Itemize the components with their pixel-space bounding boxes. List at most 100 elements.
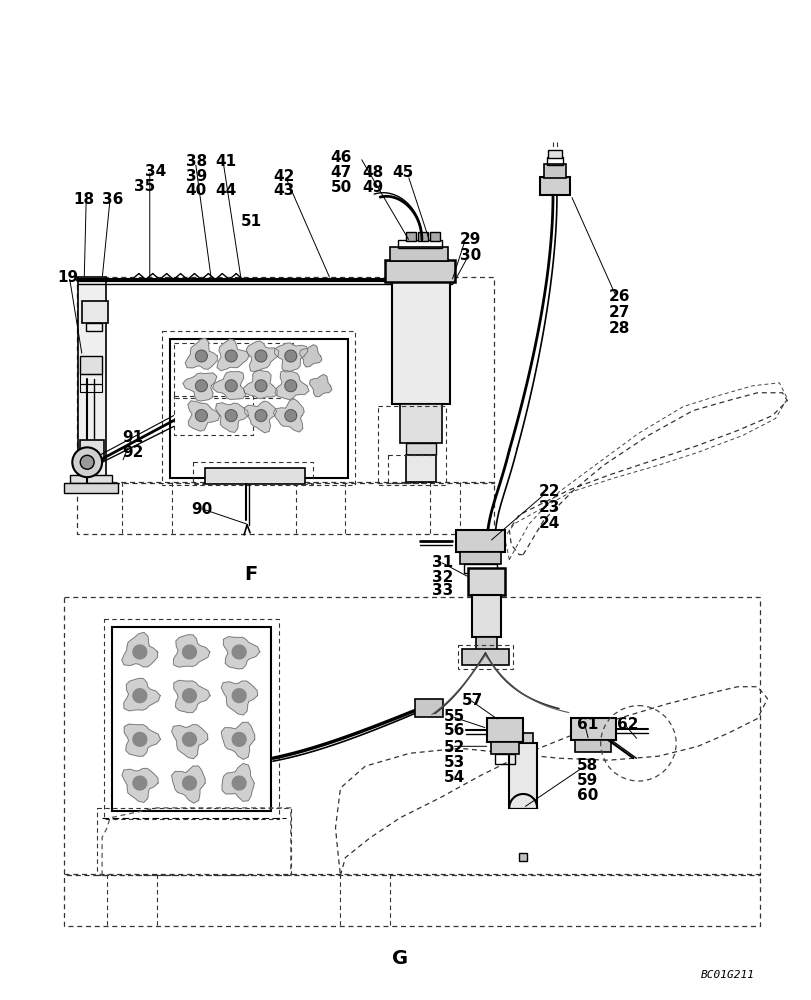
Polygon shape: [195, 350, 207, 362]
Bar: [97, 808, 290, 875]
Polygon shape: [232, 732, 246, 746]
Polygon shape: [182, 373, 217, 401]
Polygon shape: [273, 399, 304, 432]
Polygon shape: [285, 380, 296, 392]
Text: 23: 23: [539, 500, 560, 515]
Polygon shape: [187, 401, 220, 431]
Bar: [457, 645, 513, 669]
Text: 91: 91: [122, 430, 143, 445]
Text: 53: 53: [443, 755, 465, 770]
Text: 58: 58: [576, 758, 598, 773]
Polygon shape: [174, 635, 209, 667]
Bar: [384, 260, 454, 282]
Bar: [471, 595, 500, 637]
Text: 40: 40: [185, 183, 207, 198]
Text: 55: 55: [443, 709, 465, 724]
Bar: [463, 564, 497, 573]
Text: 29: 29: [459, 232, 480, 247]
Text: 31: 31: [431, 555, 453, 570]
Bar: [539, 177, 569, 195]
Bar: [64, 597, 758, 875]
Bar: [508, 743, 536, 808]
Polygon shape: [133, 776, 147, 790]
Polygon shape: [182, 732, 196, 746]
Polygon shape: [225, 350, 237, 362]
Bar: [80, 374, 102, 384]
Bar: [414, 699, 442, 717]
Polygon shape: [216, 403, 248, 432]
Bar: [406, 455, 436, 482]
Text: 50: 50: [330, 180, 351, 195]
Polygon shape: [182, 689, 196, 703]
Bar: [193, 462, 312, 484]
Bar: [77, 482, 494, 534]
Text: F: F: [244, 565, 257, 584]
Bar: [487, 718, 522, 742]
Polygon shape: [182, 645, 196, 659]
Bar: [77, 277, 494, 483]
Bar: [388, 455, 436, 483]
Polygon shape: [243, 371, 277, 399]
Bar: [174, 396, 253, 435]
Polygon shape: [124, 724, 161, 756]
Bar: [513, 733, 533, 743]
Polygon shape: [221, 722, 255, 759]
Polygon shape: [133, 732, 147, 746]
Text: 54: 54: [443, 770, 465, 785]
Bar: [64, 874, 758, 926]
Polygon shape: [275, 370, 308, 400]
Polygon shape: [133, 645, 147, 659]
Bar: [80, 384, 102, 392]
Polygon shape: [232, 645, 246, 659]
Bar: [467, 568, 504, 595]
Bar: [378, 406, 445, 485]
Polygon shape: [285, 350, 296, 362]
Polygon shape: [255, 350, 267, 362]
Text: 60: 60: [576, 788, 598, 803]
Polygon shape: [508, 794, 536, 808]
Bar: [64, 483, 118, 493]
Circle shape: [72, 447, 102, 477]
Text: 22: 22: [539, 484, 560, 499]
Polygon shape: [255, 410, 267, 422]
Bar: [389, 247, 447, 261]
Bar: [174, 343, 293, 398]
Text: 36: 36: [102, 192, 123, 207]
Polygon shape: [225, 410, 237, 422]
Circle shape: [80, 455, 94, 469]
Polygon shape: [274, 343, 307, 372]
Polygon shape: [232, 776, 246, 790]
Text: 43: 43: [272, 183, 294, 198]
Bar: [518, 853, 526, 861]
Polygon shape: [243, 401, 277, 433]
Bar: [169, 339, 348, 478]
Bar: [392, 280, 449, 404]
Text: 61: 61: [576, 717, 598, 732]
Bar: [418, 232, 427, 241]
Text: 30: 30: [459, 248, 480, 263]
Text: 39: 39: [185, 169, 207, 184]
Text: 41: 41: [215, 154, 236, 169]
Bar: [491, 742, 518, 754]
Text: 45: 45: [392, 165, 413, 180]
Text: 52: 52: [443, 740, 465, 755]
Polygon shape: [212, 372, 246, 400]
Text: 47: 47: [330, 165, 351, 180]
Text: 49: 49: [362, 180, 383, 195]
Text: 28: 28: [608, 321, 629, 336]
Polygon shape: [223, 637, 260, 669]
Polygon shape: [225, 380, 237, 392]
Text: 44: 44: [215, 183, 236, 198]
Polygon shape: [174, 680, 210, 713]
Text: 33: 33: [431, 583, 453, 598]
Text: 48: 48: [362, 165, 383, 180]
Bar: [547, 157, 562, 165]
Bar: [400, 404, 441, 443]
Polygon shape: [246, 341, 279, 372]
Polygon shape: [255, 380, 267, 392]
Text: G: G: [392, 949, 408, 968]
Bar: [104, 619, 278, 819]
Polygon shape: [232, 689, 246, 703]
Bar: [82, 301, 108, 323]
Text: 19: 19: [58, 270, 79, 285]
